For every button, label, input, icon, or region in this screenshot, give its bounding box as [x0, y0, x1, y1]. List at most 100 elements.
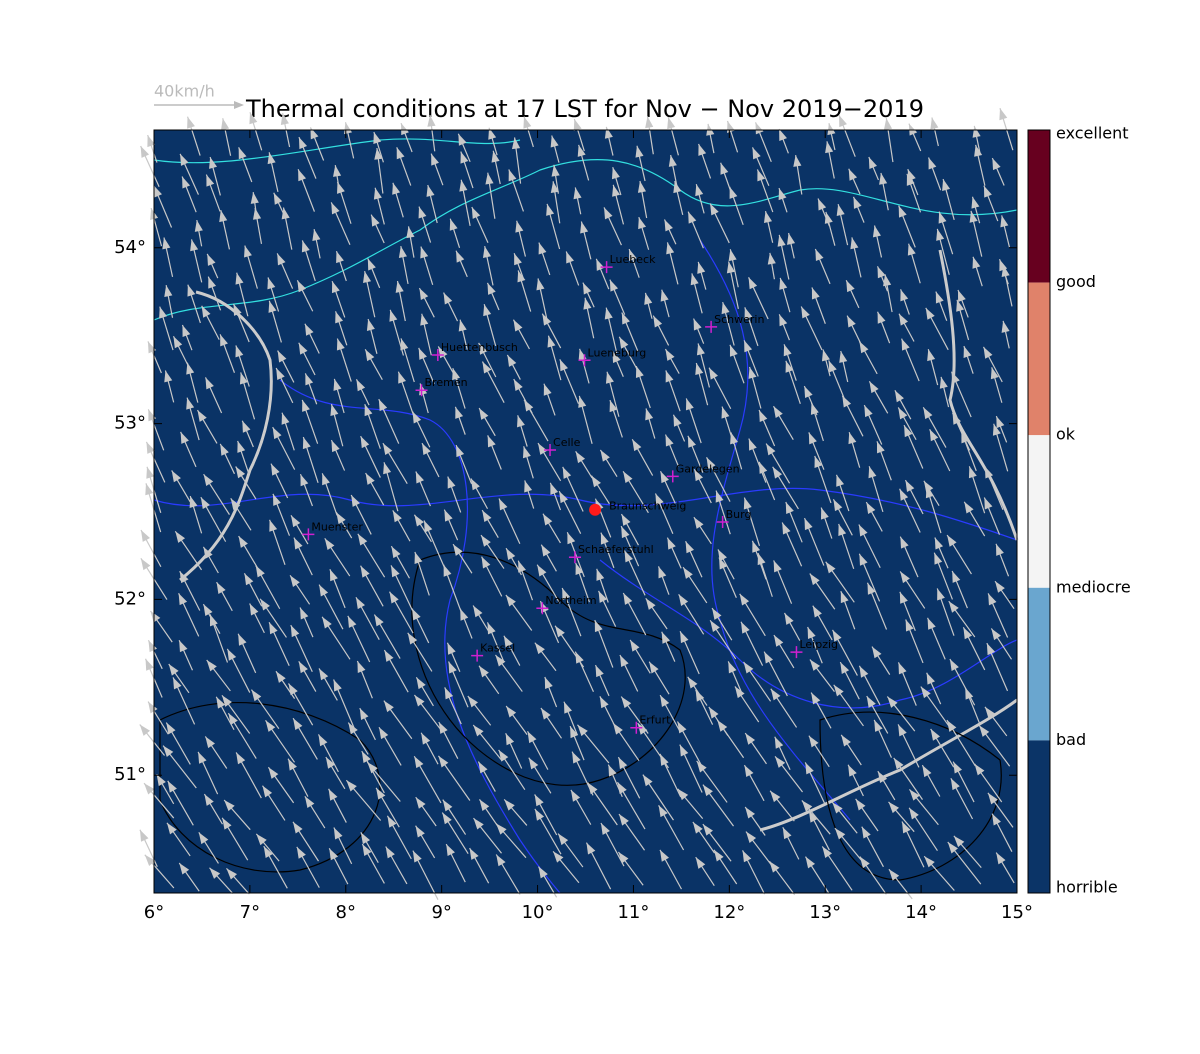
- wind-arrow-head: [923, 407, 933, 420]
- city-marker: [666, 470, 679, 483]
- wind-arrow-head: [187, 284, 196, 297]
- wind-arrow-head: [619, 655, 629, 667]
- wind-arrow-head: [664, 219, 673, 232]
- wind-arrow-head: [688, 211, 697, 224]
- wind-arrow-head: [575, 451, 586, 464]
- wind-arrow-head: [642, 774, 653, 787]
- wind-arrow-head: [391, 546, 401, 559]
- wind-arrow-head: [744, 765, 754, 778]
- wind-arrow-head: [958, 289, 966, 302]
- wind-arrow-head: [623, 592, 633, 605]
- wind-arrow-head: [487, 435, 496, 448]
- wind-arrow-head: [487, 622, 496, 635]
- wind-arrow-head: [767, 252, 776, 265]
- wind-arrow-head: [333, 827, 343, 840]
- wind-arrow-head: [893, 757, 904, 770]
- wind-arrow-head: [387, 815, 397, 828]
- wind-arrow-head: [905, 619, 914, 632]
- wind-arrow-head: [237, 440, 246, 453]
- wind-arrow-head: [838, 523, 847, 536]
- wind-arrow-head: [504, 799, 515, 811]
- wind-arrow-head: [203, 546, 213, 559]
- wind-arrow-head: [271, 463, 280, 476]
- wind-arrow-head: [971, 196, 980, 209]
- wind-arrow-head: [720, 162, 729, 175]
- city-label: Northeim: [545, 594, 596, 607]
- wind-arrow-head: [773, 635, 784, 647]
- wind-arrow-head: [904, 425, 913, 438]
- wind-arrow-head: [937, 588, 945, 601]
- wind-arrow-head: [415, 797, 426, 809]
- map: Luebeck Schwerin Huettenbusch Lueneburg Brem…: [114, 108, 1033, 923]
- wind-arrow-head: [406, 226, 415, 239]
- wind-arrow-head: [534, 808, 545, 821]
- wind-arrow-head: [899, 313, 908, 326]
- colorbar: excellent good ok mediocre bad horrible: [1027, 124, 1131, 897]
- wind-arrow-head: [667, 117, 676, 130]
- wind-arrow-head: [443, 564, 452, 577]
- wind-arrow-head: [517, 415, 525, 428]
- wind-arrow-head: [298, 137, 308, 150]
- wind-arrow-head: [304, 796, 315, 809]
- wind-arrow-head: [739, 593, 750, 606]
- wind-arrow-head: [871, 646, 882, 659]
- wind-arrow-head: [479, 665, 489, 678]
- wind-arrow-head: [848, 432, 857, 445]
- wind-arrow-head: [559, 359, 569, 372]
- wind-arrow-head: [782, 522, 791, 535]
- colorbar-label: bad: [1056, 730, 1086, 749]
- wind-arrow-head: [455, 406, 464, 419]
- wind-arrow-head: [655, 493, 664, 506]
- wind-arrow-head: [168, 664, 179, 676]
- wind-arrow-head: [953, 835, 965, 848]
- wind-arrow-head: [677, 721, 687, 734]
- wind-arrow-head: [277, 350, 287, 363]
- wind-arrow-head: [645, 408, 654, 421]
- wind-arrow-head: [772, 466, 783, 479]
- wind-arrow-head: [745, 733, 756, 745]
- wind-arrow-head: [623, 471, 633, 484]
- wind-arrow-head: [438, 721, 448, 734]
- city-label: Leipzig: [799, 638, 838, 651]
- wind-arrow-head: [827, 123, 836, 136]
- wind-arrow-head: [290, 625, 300, 638]
- wind-arrow-head: [728, 661, 737, 674]
- map-background: [154, 130, 1017, 893]
- wind-arrow-head: [872, 225, 881, 238]
- wind-arrow-head: [920, 686, 931, 699]
- wind-arrow-head: [629, 249, 637, 262]
- wind-arrow-head: [577, 144, 586, 157]
- wind-arrow-head: [517, 270, 526, 283]
- wind-arrow-head: [820, 507, 829, 520]
- wind-arrow-head: [572, 751, 581, 764]
- wind-arrow-head: [570, 789, 581, 802]
- wind-arrow-head: [680, 631, 689, 644]
- wind-arrow-head: [348, 722, 358, 735]
- wind-arrow-head: [206, 659, 217, 672]
- wind-arrow-head: [359, 708, 369, 721]
- contour: [411, 551, 686, 786]
- wind-arrow-head: [773, 560, 782, 573]
- wind-arrow-head: [187, 116, 195, 129]
- wind-arrow-head: [442, 812, 452, 825]
- wind-arrow-head: [148, 640, 158, 653]
- wind-arrow-head: [888, 801, 899, 814]
- river: [179, 290, 273, 582]
- wind-arrow-head: [809, 573, 820, 586]
- wind-arrow-head: [508, 169, 517, 182]
- wind-arrow-head: [162, 237, 171, 250]
- wind-arrow-head: [416, 677, 426, 690]
- wind-arrow-head: [224, 799, 235, 812]
- wind-arrow-head: [570, 726, 579, 739]
- wind-arrow-head: [685, 398, 694, 411]
- city-marker: [790, 646, 803, 659]
- wind-arrow-head: [205, 377, 214, 390]
- wind-arrow-head: [203, 604, 213, 617]
- wind-arrow-head: [927, 349, 936, 362]
- wind-arrow-head: [280, 113, 289, 126]
- wind-arrow-head: [708, 706, 719, 719]
- wind-arrow-head: [376, 787, 386, 800]
- colorbar-segment: [1028, 740, 1050, 893]
- wind-arrow-head: [293, 537, 303, 550]
- wind-arrow-head: [963, 627, 973, 640]
